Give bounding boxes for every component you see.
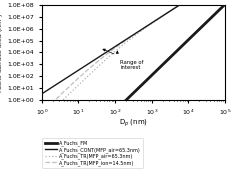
Text: Range of
interest: Range of interest — [120, 60, 143, 70]
X-axis label: D$_p$ (nm): D$_p$ (nm) — [118, 118, 147, 130]
Y-axis label: Fuchs surface area (nm$^2$): Fuchs surface area (nm$^2$) — [0, 12, 6, 93]
Legend: A_Fuchs_FM, A_Fuchs_CONT(MFP_air=65.3nm), A_Fuchs_TR(MFP_air=65.3nm), A_Fuchs_TR: A_Fuchs_FM, A_Fuchs_CONT(MFP_air=65.3nm)… — [42, 138, 143, 168]
